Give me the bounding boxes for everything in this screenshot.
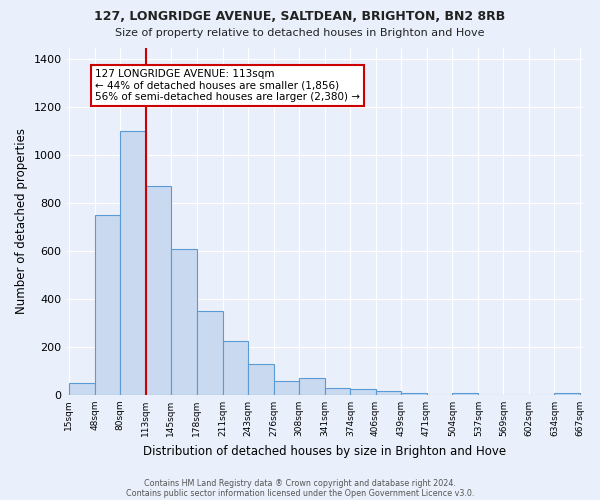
Bar [299,378,325,395]
Bar [325,388,350,395]
X-axis label: Distribution of detached houses by size in Brighton and Hove: Distribution of detached houses by size … [143,444,506,458]
Bar [376,392,401,395]
Text: Contains HM Land Registry data ® Crown copyright and database right 2024.: Contains HM Land Registry data ® Crown c… [144,478,456,488]
Text: Contains public sector information licensed under the Open Government Licence v3: Contains public sector information licen… [126,488,474,498]
Bar [274,380,299,395]
Text: Size of property relative to detached houses in Brighton and Hove: Size of property relative to detached ho… [115,28,485,38]
Bar [452,392,478,395]
Bar [146,186,171,395]
Bar [95,215,120,395]
Bar [554,392,580,395]
Text: 127, LONGRIDGE AVENUE, SALTDEAN, BRIGHTON, BN2 8RB: 127, LONGRIDGE AVENUE, SALTDEAN, BRIGHTO… [94,10,506,23]
Bar [69,383,95,395]
Text: 127 LONGRIDGE AVENUE: 113sqm
← 44% of detached houses are smaller (1,856)
56% of: 127 LONGRIDGE AVENUE: 113sqm ← 44% of de… [95,69,360,102]
Bar [223,341,248,395]
Y-axis label: Number of detached properties: Number of detached properties [15,128,28,314]
Bar [350,389,376,395]
Bar [171,249,197,395]
Bar [401,392,427,395]
Bar [120,132,146,395]
Bar [248,364,274,395]
Bar [197,311,223,395]
